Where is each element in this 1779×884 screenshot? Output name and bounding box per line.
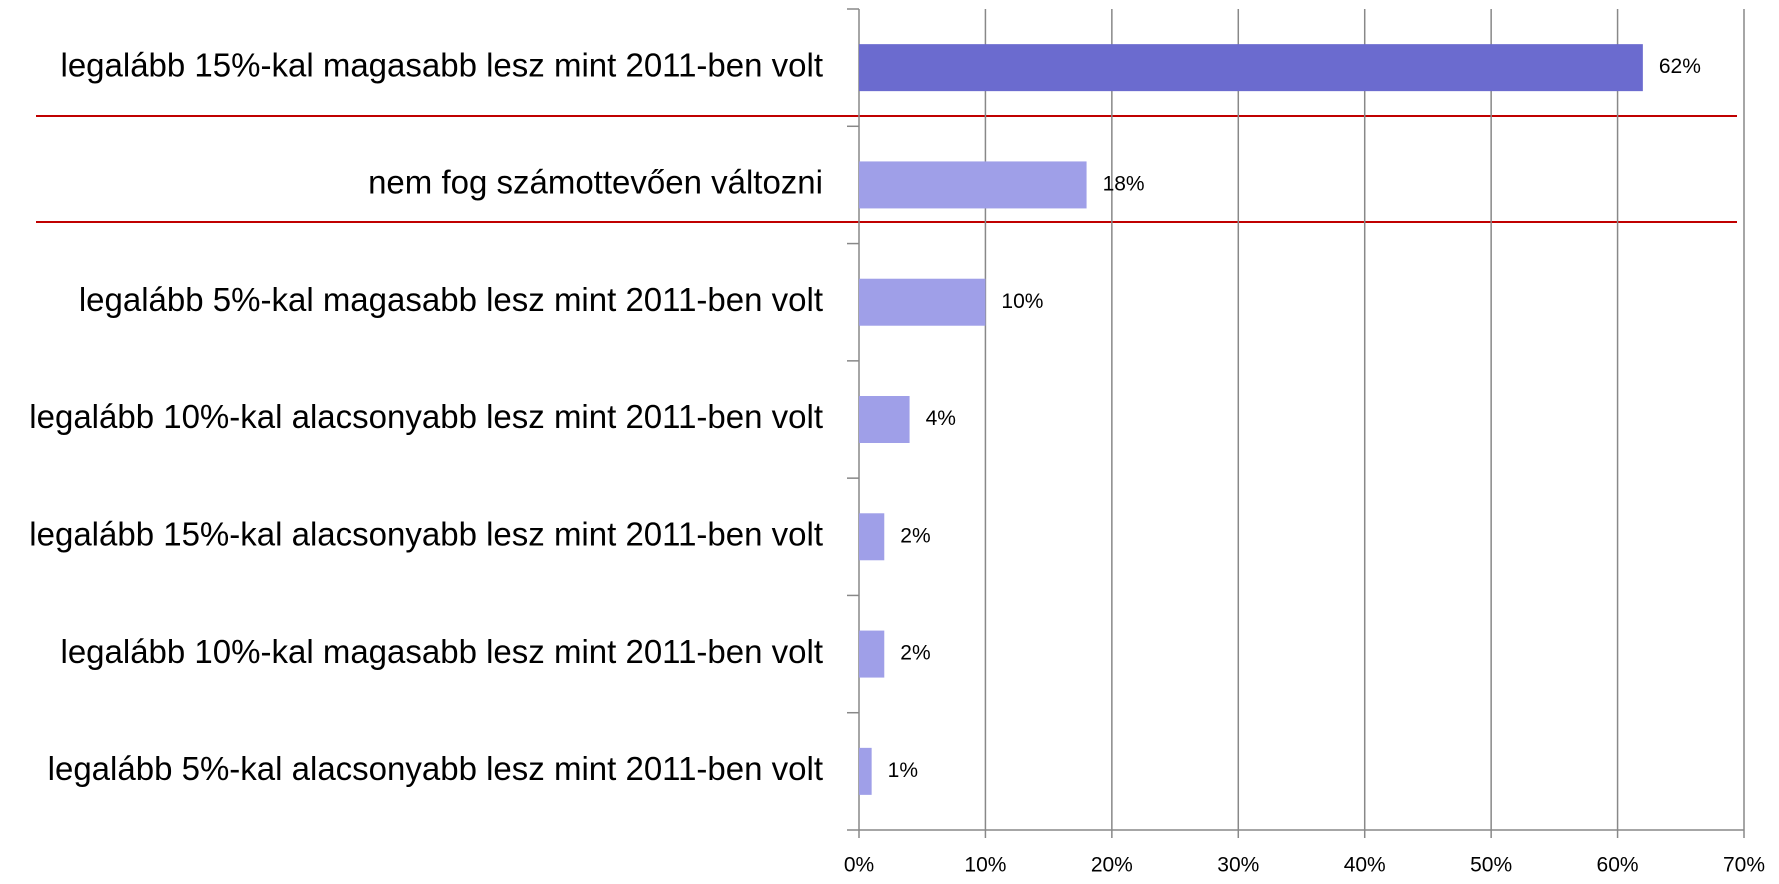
y-tick-label: legalább 15%-kal magasabb lesz mint 2011…	[60, 46, 823, 83]
y-tick-label: legalább 15%-kal alacsonyabb lesz mint 2…	[29, 516, 823, 553]
value-label: 1%	[888, 759, 918, 782]
x-tick-label: 0%	[844, 854, 874, 877]
bar	[859, 513, 885, 561]
x-tick-label: 10%	[964, 854, 1006, 877]
y-tick-label: legalább 5%-kal alacsonyabb lesz mint 20…	[48, 750, 823, 787]
y-tick-label: legalább 10%-kal magasabb lesz mint 2011…	[60, 633, 823, 670]
bar	[859, 630, 885, 678]
bar	[859, 44, 1643, 92]
bar	[859, 747, 872, 795]
y-tick-label: legalább 10%-kal alacsonyabb lesz mint 2…	[29, 398, 823, 435]
value-label: 10%	[1001, 290, 1043, 313]
bar	[859, 278, 986, 326]
value-label: 62%	[1659, 55, 1701, 78]
y-tick-label: legalább 5%-kal magasabb lesz mint 2011-…	[79, 281, 823, 318]
value-label: 18%	[1103, 172, 1145, 195]
x-tick-label: 30%	[1217, 854, 1259, 877]
bar	[859, 161, 1087, 209]
bar	[859, 396, 910, 443]
x-tick-label: 40%	[1344, 854, 1386, 877]
x-tick-label: 20%	[1091, 854, 1133, 877]
value-label: 4%	[926, 407, 956, 430]
x-tick-label: 70%	[1723, 854, 1765, 877]
value-label: 2%	[900, 524, 930, 547]
x-tick-label: 50%	[1470, 854, 1512, 877]
value-label: 2%	[900, 642, 930, 665]
x-tick-label: 60%	[1597, 854, 1639, 877]
y-tick-label: nem fog számottevően változni	[368, 164, 823, 201]
